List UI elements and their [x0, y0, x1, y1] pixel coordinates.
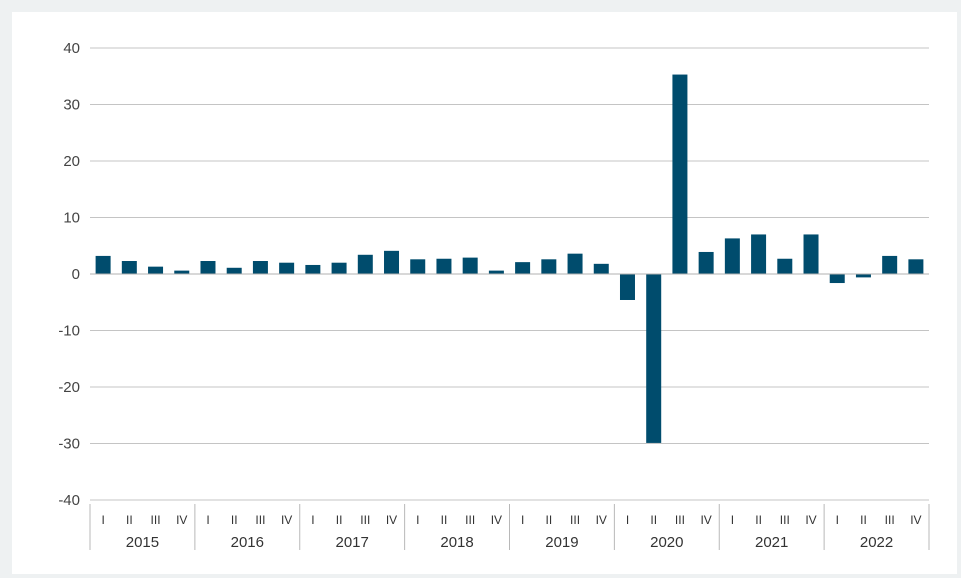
- quarter-label: III: [255, 513, 265, 527]
- quarter-label: III: [570, 513, 580, 527]
- quarter-label: I: [311, 513, 314, 527]
- year-label: 2020: [650, 534, 683, 551]
- bar: [751, 234, 767, 274]
- bar: [95, 255, 111, 274]
- bar: [829, 274, 845, 284]
- bar: [724, 238, 740, 274]
- bar: [226, 267, 242, 274]
- quarter-label: IV: [386, 513, 397, 527]
- quarter-label: III: [885, 513, 895, 527]
- quarter-label: II: [860, 513, 867, 527]
- bar: [672, 74, 688, 275]
- bar: [148, 266, 164, 274]
- bar: [698, 251, 714, 274]
- year-label: 2017: [336, 534, 369, 551]
- quarter-label: IV: [281, 513, 292, 527]
- quarter-label: III: [360, 513, 370, 527]
- year-label: 2021: [755, 534, 788, 551]
- year-label: 2019: [545, 534, 578, 551]
- y-tick-label: 10: [63, 210, 80, 227]
- bar: [279, 262, 295, 274]
- bar: [515, 262, 531, 274]
- year-label: 2015: [126, 534, 159, 551]
- bar: [121, 261, 137, 274]
- bar: [436, 258, 452, 274]
- bar: [908, 259, 924, 274]
- quarter-label: I: [206, 513, 209, 527]
- bar: [305, 264, 321, 274]
- quarter-label: II: [545, 513, 552, 527]
- bar: [567, 253, 583, 274]
- bar: [882, 255, 898, 274]
- y-tick-label: -30: [58, 436, 80, 453]
- quarter-label: II: [755, 513, 762, 527]
- y-tick-label: -10: [58, 323, 80, 340]
- bar: [855, 274, 871, 278]
- bar: [462, 257, 478, 274]
- quarter-label: IV: [491, 513, 502, 527]
- quarter-label: III: [151, 513, 161, 527]
- bar: [331, 262, 347, 274]
- bar: [619, 274, 635, 300]
- quarter-label: II: [231, 513, 238, 527]
- bar: [384, 250, 400, 274]
- quarter-label: III: [465, 513, 475, 527]
- bar: [410, 259, 426, 274]
- quarter-label: IV: [596, 513, 607, 527]
- bar: [252, 261, 268, 274]
- quarter-label: IV: [176, 513, 187, 527]
- y-tick-label: -40: [58, 492, 80, 509]
- bar: [646, 274, 662, 443]
- quarter-label: I: [626, 513, 629, 527]
- bar: [200, 261, 216, 274]
- bar: [777, 258, 793, 274]
- bar: [488, 270, 504, 274]
- quarter-label: III: [780, 513, 790, 527]
- y-tick-label: 20: [63, 153, 80, 170]
- quarter-label: III: [675, 513, 685, 527]
- bar: [803, 234, 819, 274]
- y-tick-label: 40: [63, 40, 80, 57]
- quarter-label: II: [126, 513, 133, 527]
- quarter-label: I: [521, 513, 524, 527]
- chart-panel: 40 30 20 10 0 -10 -20 -30 -40 I II III IV 2015 I II III I…: [12, 12, 957, 574]
- year-label: 2022: [860, 534, 893, 551]
- quarter-label: IV: [805, 513, 816, 527]
- bar: [174, 270, 190, 274]
- bar: [357, 254, 373, 274]
- quarter-label: IV: [700, 513, 711, 527]
- quarter-label: I: [731, 513, 734, 527]
- y-tick-label: 0: [72, 266, 80, 283]
- year-label: 2018: [440, 534, 473, 551]
- quarter-label: IV: [910, 513, 921, 527]
- y-tick-label: 30: [63, 97, 80, 114]
- quarter-label: I: [416, 513, 419, 527]
- quarter-label: II: [650, 513, 657, 527]
- quarter-label: I: [836, 513, 839, 527]
- bar: [541, 259, 557, 274]
- quarter-label: II: [336, 513, 343, 527]
- quarter-label: I: [101, 513, 104, 527]
- y-tick-label: -20: [58, 379, 80, 396]
- bar: [593, 263, 609, 274]
- year-label: 2016: [231, 534, 264, 551]
- quarter-label: II: [441, 513, 448, 527]
